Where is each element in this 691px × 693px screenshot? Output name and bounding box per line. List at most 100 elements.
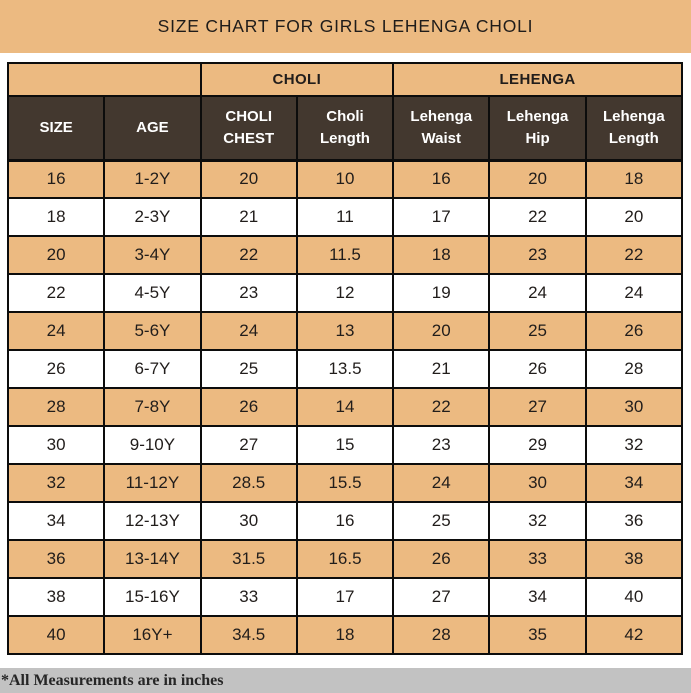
- table-cell: 10: [295, 159, 395, 199]
- table-cell: 30: [199, 501, 298, 541]
- table-cell: 20: [488, 159, 587, 199]
- table-cell: 22: [6, 273, 106, 313]
- table-cell: 13: [295, 311, 395, 351]
- table-cell: 36: [584, 501, 684, 541]
- table-cell: 18: [295, 615, 395, 655]
- table-row: 36 13-14Y 31.5 16.5 26 33 38: [6, 539, 684, 579]
- size-table-body: 16 1-2Y 20 10 16 20 18 18 2-3Y 21 11 17 22 20 20 3-4Y 22…: [6, 159, 684, 655]
- table-cell: 40: [6, 615, 106, 655]
- table-cell: 24: [6, 311, 106, 351]
- table-cell: 1-2Y: [103, 159, 202, 199]
- page-title: SIZE CHART FOR GIRLS LEHENGA CHOLI: [157, 16, 534, 36]
- table-cell: 6-7Y: [103, 349, 202, 389]
- table-cell: 26: [584, 311, 684, 351]
- table-cell: 17: [295, 577, 395, 617]
- table-cell: 22: [199, 235, 298, 275]
- table-cell: 28.5: [199, 463, 298, 503]
- table-cell: 5-6Y: [103, 311, 202, 351]
- table-cell: 20: [584, 197, 684, 237]
- table-cell: 30: [6, 425, 106, 465]
- group-header-choli: CHOLI: [199, 62, 395, 97]
- table-cell: 23: [392, 425, 491, 465]
- table-row: 16 1-2Y 20 10 16 20 18: [6, 159, 684, 199]
- size-chart-table: CHOLI LEHENGA SIZE AGE CHOLI CHEST Choli…: [6, 62, 684, 655]
- table-cell: 20: [392, 311, 491, 351]
- table-cell: 20: [199, 159, 298, 199]
- table-cell: 35: [488, 615, 587, 655]
- table-cell: 16: [392, 159, 491, 199]
- table-cell: 27: [488, 387, 587, 427]
- table-cell: 24: [392, 463, 491, 503]
- table-row: 34 12-13Y 30 16 25 32 36: [6, 501, 684, 541]
- table-row: 26 6-7Y 25 13.5 21 26 28: [6, 349, 684, 389]
- table-cell: 25: [392, 501, 491, 541]
- table-cell: 34: [6, 501, 106, 541]
- table-row: 32 11-12Y 28.5 15.5 24 30 34: [6, 463, 684, 503]
- footnote-band: *All Measurements are in inches: [0, 668, 691, 693]
- table-cell: 4-5Y: [103, 273, 202, 313]
- table-cell: 24: [488, 273, 587, 313]
- column-header-choli-chest: CHOLI CHEST: [199, 95, 298, 162]
- table-cell: 38: [584, 539, 684, 579]
- table-cell: 18: [6, 197, 106, 237]
- table-cell: 28: [392, 615, 491, 655]
- table-cell: 16.5: [295, 539, 395, 579]
- table-cell: 27: [392, 577, 491, 617]
- table-row: 20 3-4Y 22 11.5 18 23 22: [6, 235, 684, 275]
- table-cell: 9-10Y: [103, 425, 202, 465]
- table-cell: 22: [392, 387, 491, 427]
- table-cell: 32: [488, 501, 587, 541]
- table-cell: 22: [584, 235, 684, 275]
- table-cell: 11: [295, 197, 395, 237]
- table-cell: 40: [584, 577, 684, 617]
- column-header-size: SIZE: [6, 95, 106, 162]
- table-row: 38 15-16Y 33 17 27 34 40: [6, 577, 684, 617]
- table-cell: 32: [6, 463, 106, 503]
- table-cell: 20: [6, 235, 106, 275]
- table-cell: 34: [584, 463, 684, 503]
- table-row: 24 5-6Y 24 13 20 25 26: [6, 311, 684, 351]
- group-header-lehenga: LEHENGA: [392, 62, 683, 97]
- table-row: 28 7-8Y 26 14 22 27 30: [6, 387, 684, 427]
- table-cell: 42: [584, 615, 684, 655]
- column-header-choli-length: Choli Length: [295, 95, 395, 162]
- table-cell: 26: [199, 387, 298, 427]
- table-cell: 7-8Y: [103, 387, 202, 427]
- title-band: SIZE CHART FOR GIRLS LEHENGA CHOLI: [0, 0, 691, 53]
- table-cell: 25: [199, 349, 298, 389]
- column-header-lehenga-waist: Lehenga Waist: [392, 95, 491, 162]
- table-cell: 14: [295, 387, 395, 427]
- table-cell: 32: [584, 425, 684, 465]
- table-cell: 28: [6, 387, 106, 427]
- table-cell: 21: [392, 349, 491, 389]
- size-chart-container: CHOLI LEHENGA SIZE AGE CHOLI CHEST Choli…: [0, 53, 691, 655]
- table-cell: 16Y+: [103, 615, 202, 655]
- table-cell: 15-16Y: [103, 577, 202, 617]
- group-header-row: CHOLI LEHENGA: [7, 62, 683, 97]
- group-header-blank: [7, 62, 202, 97]
- footnote-text: *All Measurements are in inches: [1, 671, 224, 689]
- table-cell: 26: [392, 539, 491, 579]
- table-cell: 34.5: [199, 615, 298, 655]
- table-cell: 33: [199, 577, 298, 617]
- table-cell: 18: [584, 159, 684, 199]
- table-cell: 28: [584, 349, 684, 389]
- table-cell: 18: [392, 235, 491, 275]
- table-cell: 24: [584, 273, 684, 313]
- column-header-lehenga-hip: Lehenga Hip: [488, 95, 587, 162]
- table-cell: 13-14Y: [103, 539, 202, 579]
- table-cell: 36: [6, 539, 106, 579]
- table-cell: 24: [199, 311, 298, 351]
- table-cell: 23: [199, 273, 298, 313]
- table-cell: 16: [6, 159, 106, 199]
- table-row: 18 2-3Y 21 11 17 22 20: [6, 197, 684, 237]
- table-cell: 11.5: [295, 235, 395, 275]
- table-cell: 38: [6, 577, 106, 617]
- table-cell: 19: [392, 273, 491, 313]
- table-cell: 33: [488, 539, 587, 579]
- table-cell: 26: [6, 349, 106, 389]
- table-cell: 29: [488, 425, 587, 465]
- table-cell: 31.5: [199, 539, 298, 579]
- table-cell: 30: [584, 387, 684, 427]
- table-cell: 21: [199, 197, 298, 237]
